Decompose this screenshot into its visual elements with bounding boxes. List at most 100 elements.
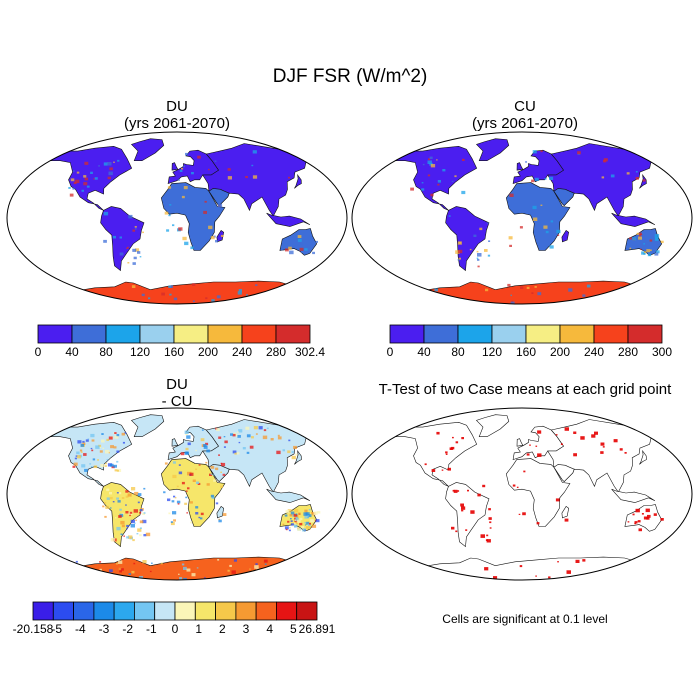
grid-cell-ttest <box>624 452 627 454</box>
grid-cell-du <box>166 229 170 232</box>
grid-cell-diff <box>97 459 99 461</box>
grid-cell-diff <box>176 485 179 488</box>
grid-cell-diff <box>125 490 129 493</box>
grid-cell-du <box>203 210 207 214</box>
grid-cell-du <box>169 204 172 206</box>
grid-cell-diff <box>82 440 85 443</box>
colorbar-diff-tick-label: 3 <box>242 622 250 636</box>
grid-cell-diff <box>234 452 237 455</box>
grid-cell-diff <box>149 570 152 573</box>
grid-cell-cu <box>654 252 659 256</box>
grid-cell-cu <box>626 172 630 175</box>
grid-cell-diff <box>72 465 76 468</box>
colorbar-du-tick-label: 0 <box>34 345 42 359</box>
grid-cell-ttest <box>557 561 559 563</box>
grid-cell-diff <box>172 461 176 464</box>
grid-cell-du <box>172 224 175 227</box>
grid-cell-diff <box>302 528 306 532</box>
grid-cell-ttest <box>522 512 526 516</box>
grid-cell-ttest <box>461 506 466 510</box>
grid-cell-cu <box>640 248 642 250</box>
colorbar-diff-tick-label: -5 <box>51 622 62 636</box>
grid-cell-diff <box>222 513 227 516</box>
grid-cell-cu <box>658 243 661 246</box>
grid-cell-diff <box>136 533 139 535</box>
grid-cell-du <box>119 236 122 239</box>
land-madagascar-cu <box>561 229 570 243</box>
grid-cell-diff <box>270 438 274 441</box>
grid-cell-cu <box>557 234 560 236</box>
grid-cell-du <box>227 176 232 180</box>
grid-cell-diff <box>131 487 136 491</box>
colorbar-du-box <box>173 324 209 344</box>
grid-cell-ttest <box>594 431 598 435</box>
grid-cell-cu <box>473 234 477 237</box>
grid-cell-diff <box>215 502 219 505</box>
grid-cell-du <box>128 214 133 219</box>
grid-cell-cu <box>603 159 607 163</box>
grid-cell-du <box>89 301 92 304</box>
grid-cell-du <box>142 231 144 234</box>
grid-cell-diff <box>305 525 308 528</box>
grid-cell-cu <box>545 230 549 234</box>
grid-cell-diff <box>181 563 185 566</box>
grid-cell-diff <box>128 535 133 539</box>
map-frame-diff <box>6 407 348 581</box>
grid-cell-du <box>167 186 172 189</box>
grid-cell-cu <box>509 244 512 247</box>
colorbar-du-box <box>37 324 73 344</box>
colorbar-cu-box <box>457 324 493 344</box>
grid-cell-ttest <box>637 559 641 562</box>
grid-cell-cu <box>477 258 480 261</box>
grid-cell-cu <box>531 179 535 183</box>
grid-cell-diff <box>164 462 168 465</box>
grid-cell-cu <box>549 176 554 180</box>
grid-cell-ttest <box>484 567 489 571</box>
grid-cell-cu <box>411 286 416 290</box>
grid-cell-du <box>103 239 107 243</box>
grid-cell-diff <box>139 509 143 512</box>
grid-cell-diff <box>160 562 163 565</box>
land-europe-cu <box>512 149 565 185</box>
land-uk-diff <box>171 438 179 447</box>
grid-cell-diff <box>206 483 210 486</box>
grid-cell-du <box>288 176 291 179</box>
grid-cell-diff <box>199 517 203 520</box>
grid-cell-cu <box>643 238 647 241</box>
grid-cell-diff <box>254 565 259 569</box>
grid-cell-cu <box>582 300 585 304</box>
grid-cell-ttest <box>489 521 492 524</box>
grid-cell-diff <box>292 514 295 517</box>
land-madagascar-du <box>216 229 225 243</box>
grid-cell-diff <box>229 564 232 567</box>
colorbar-diff-tick-label: -3 <box>98 622 110 636</box>
grid-cell-diff <box>217 559 220 561</box>
grid-cell-ttest <box>611 567 616 571</box>
colorbar-cu-tick-label: 80 <box>451 345 465 359</box>
grid-cell-du <box>214 160 217 162</box>
grid-cell-diff <box>303 512 308 516</box>
grid-cell-diff <box>142 560 147 564</box>
land-northAmerica-ttest <box>392 421 478 487</box>
grid-cell-diff <box>121 432 125 436</box>
grid-cell-diff <box>134 491 139 496</box>
grid-cell-du <box>98 165 100 167</box>
grid-cell-diff <box>130 524 135 528</box>
grid-cell-diff <box>218 518 220 521</box>
grid-cell-diff <box>80 444 85 447</box>
grid-cell-diff <box>89 463 92 465</box>
grid-cell-cu <box>544 178 547 180</box>
grid-cell-du <box>139 256 142 258</box>
grid-cell-diff <box>246 451 250 454</box>
grid-cell-diff <box>116 469 119 472</box>
grid-cell-cu <box>436 159 438 161</box>
grid-cell-ttest <box>467 489 469 492</box>
grid-cell-cu <box>556 229 561 234</box>
grid-cell-diff <box>133 562 136 565</box>
grid-cell-diff <box>185 433 188 436</box>
grid-cell-ttest <box>488 508 491 511</box>
panel-diff-title-line1: DU <box>166 376 188 393</box>
land-southAmerica-ttest <box>445 482 490 548</box>
grid-cell-diff <box>79 449 83 452</box>
grid-cell-diff <box>204 577 206 579</box>
